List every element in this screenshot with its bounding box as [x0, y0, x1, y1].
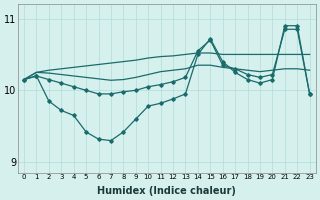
X-axis label: Humidex (Indice chaleur): Humidex (Indice chaleur)	[97, 186, 236, 196]
